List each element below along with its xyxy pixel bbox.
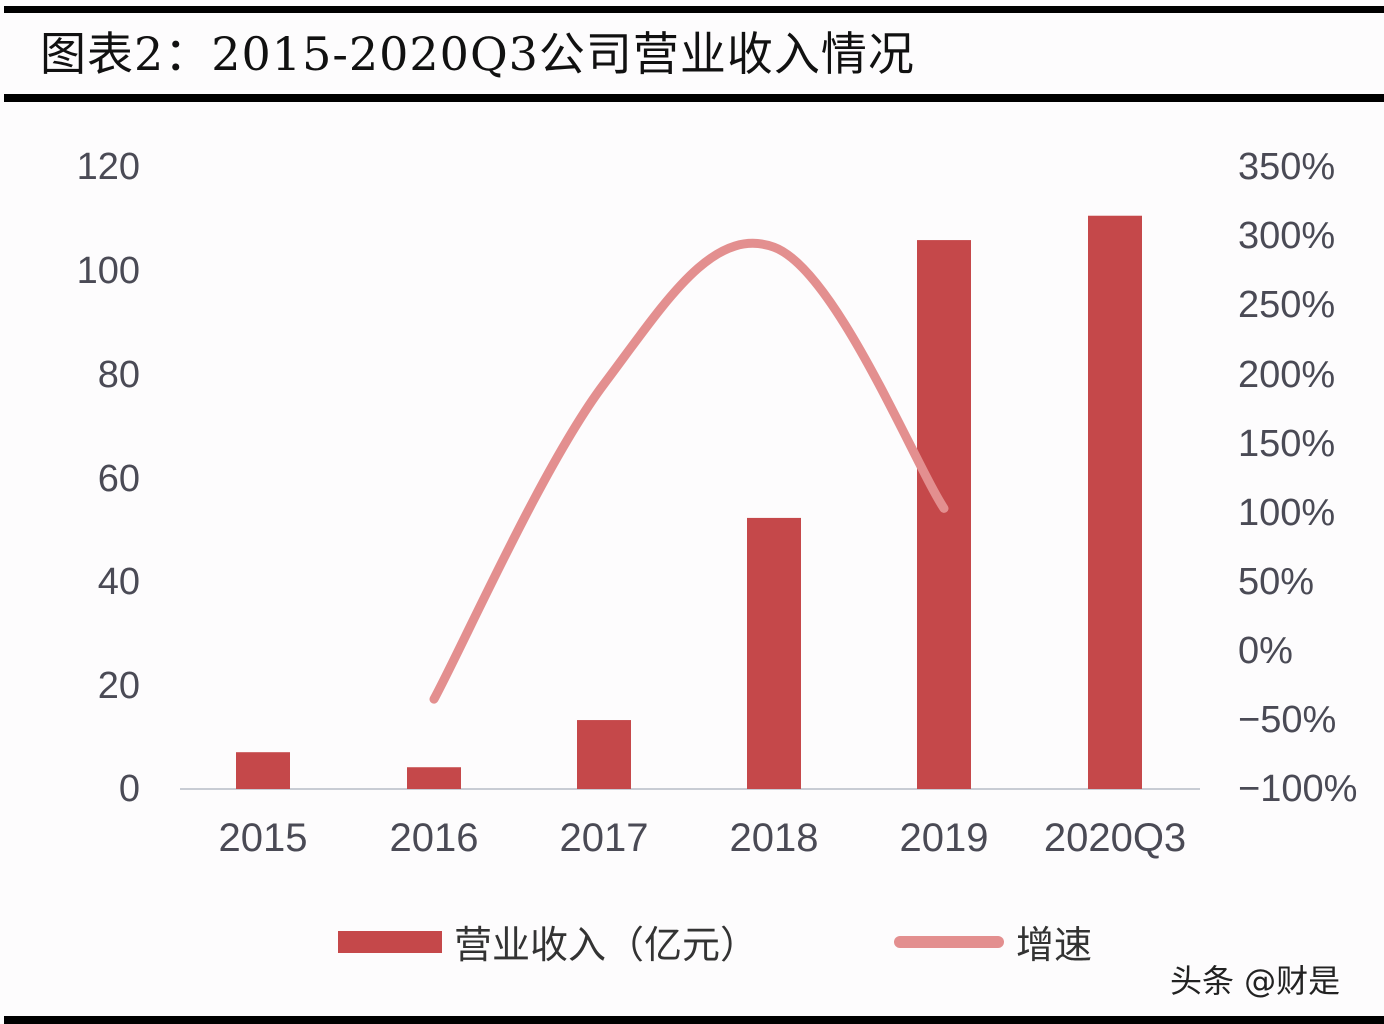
chart-title: 图表2：2015-2020Q3公司营业收入情况: [40, 27, 915, 81]
revenue-bar: [236, 752, 290, 789]
left-tick: 40: [97, 561, 140, 603]
right-tick: 200%: [1238, 354, 1336, 396]
right-tick: 250%: [1238, 284, 1336, 326]
right-tick: 50%: [1238, 561, 1315, 603]
bottom-rule: [4, 1016, 1384, 1024]
bar-swatch-icon: [338, 930, 442, 953]
x-tick: 2020Q3: [1043, 816, 1187, 860]
right-tick: 100%: [1238, 492, 1336, 534]
right-tick: −50%: [1238, 699, 1337, 741]
legend-item-revenue: 营业收入（亿元）: [338, 914, 758, 969]
x-tick: 2015: [218, 816, 308, 860]
left-tick: 80: [97, 354, 140, 396]
right-tick: 350%: [1238, 146, 1336, 188]
x-tick: 2018: [729, 816, 819, 860]
left-tick: 60: [97, 458, 140, 500]
x-tick: 2016: [389, 816, 479, 860]
title-rule: [4, 94, 1384, 102]
right-tick: 300%: [1238, 215, 1336, 257]
right-tick: −100%: [1238, 768, 1358, 810]
right-tick: 0%: [1238, 630, 1293, 672]
left-tick: 100: [76, 250, 140, 292]
x-tick: 2017: [559, 816, 649, 860]
revenue-bars: [236, 215, 1142, 789]
watermark: 头条 @财是: [1170, 962, 1341, 1000]
revenue-bar: [747, 517, 801, 789]
legend-label-revenue: 营业收入（亿元）: [454, 923, 759, 967]
line-swatch-icon: [894, 935, 1004, 948]
right-tick: 150%: [1238, 423, 1336, 465]
legend-item-growth: 增速: [894, 914, 1092, 969]
revenue-bar: [577, 720, 631, 789]
legend-label-growth: 增速: [1016, 923, 1093, 967]
left-tick: 120: [76, 146, 140, 188]
left-tick: 0: [118, 768, 140, 810]
left-tick: 20: [97, 665, 140, 707]
top-rule: [4, 6, 1384, 13]
revenue-bar: [1088, 215, 1142, 789]
growth-rate-line: [429, 238, 949, 704]
revenue-bar: [917, 240, 971, 789]
x-tick: 2019: [899, 816, 989, 860]
revenue-bar: [407, 767, 461, 789]
